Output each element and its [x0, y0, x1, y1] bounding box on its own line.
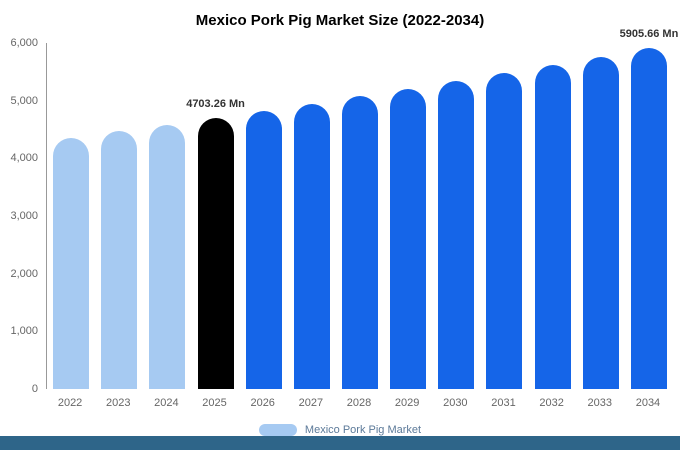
legend-swatch	[258, 424, 297, 436]
bar-2025	[197, 118, 234, 389]
bar-2022	[53, 138, 90, 389]
x-axis-label-2024: 2024	[154, 397, 179, 409]
bar-2028	[342, 96, 379, 389]
bar-column-2027	[288, 43, 336, 389]
bar-column-2031	[480, 43, 528, 389]
x-axis-label-2022: 2022	[57, 397, 83, 409]
plot-area: 4703.26 Mn 5905.66 Mn	[46, 28, 678, 389]
bar-column-2024	[143, 43, 191, 389]
bar-column-2025: 4703.26 Mn	[186, 43, 245, 389]
x-axis-label-2023: 2023	[105, 397, 131, 409]
x-axis-label-2027: 2027	[298, 397, 324, 409]
bar-2026	[245, 111, 282, 389]
bar-2031	[486, 73, 523, 389]
x-axis-label-2034: 2034	[635, 397, 661, 409]
y-axis-tick-label: 1,000	[10, 325, 38, 338]
y-axis-tick-label: 3,000	[10, 210, 38, 222]
bar-column-2032	[529, 43, 577, 389]
bar-column-2029	[384, 43, 432, 389]
bar-column-2033	[577, 43, 625, 389]
bar-column-2023	[95, 43, 143, 389]
bar-value-label-2034: 5905.66 Mn	[619, 28, 679, 40]
y-axis-tick-label: 2,000	[10, 267, 38, 280]
x-axis-label-2025: 2025	[202, 397, 227, 409]
y-axis-tick-label: 5,000	[10, 94, 38, 107]
bar-2024	[149, 125, 186, 389]
x-axis-label-2030: 2030	[443, 397, 468, 409]
legend-label: Mexico Pork Pig Market	[304, 424, 422, 436]
bar-2030	[438, 81, 475, 389]
bar-2033	[582, 57, 619, 389]
x-axis-label-2026: 2026	[250, 397, 275, 409]
bar-value-label-2025: 4703.26 Mn	[186, 98, 245, 110]
bar-2027	[293, 104, 330, 389]
y-axis-tick-label: 0	[31, 383, 38, 395]
x-axis-label-2028: 2028	[346, 397, 372, 409]
bar-2032	[534, 65, 571, 389]
x-axis-label-2032: 2032	[539, 397, 564, 409]
x-axis-label-2029: 2029	[394, 397, 420, 409]
bar-column-2022	[47, 43, 95, 389]
y-axis-tick-label: 4,000	[10, 152, 38, 165]
x-axis-labels: 2022 2023 2024 2025 2026 2027 2028 2029 2030 2031…	[46, 397, 672, 409]
bar-column-2026	[240, 43, 288, 389]
y-axis-tick-label: 6,000	[10, 37, 38, 49]
bar-2029	[390, 89, 427, 389]
bar-column-2028	[336, 43, 384, 389]
x-axis-label-2033: 2033	[587, 397, 613, 409]
bar-column-2030	[432, 43, 480, 389]
x-axis-label-2031: 2031	[491, 397, 516, 409]
bar-column-2034: 5905.66 Mn	[620, 28, 678, 389]
chart-title: Mexico Pork Pig Market Size (2022-2034)	[195, 12, 485, 29]
legend[interactable]: Mexico Pork Pig Market	[0, 424, 680, 436]
bar-2034	[630, 48, 667, 389]
footer-strip	[0, 436, 680, 450]
bar-2023	[101, 131, 138, 389]
